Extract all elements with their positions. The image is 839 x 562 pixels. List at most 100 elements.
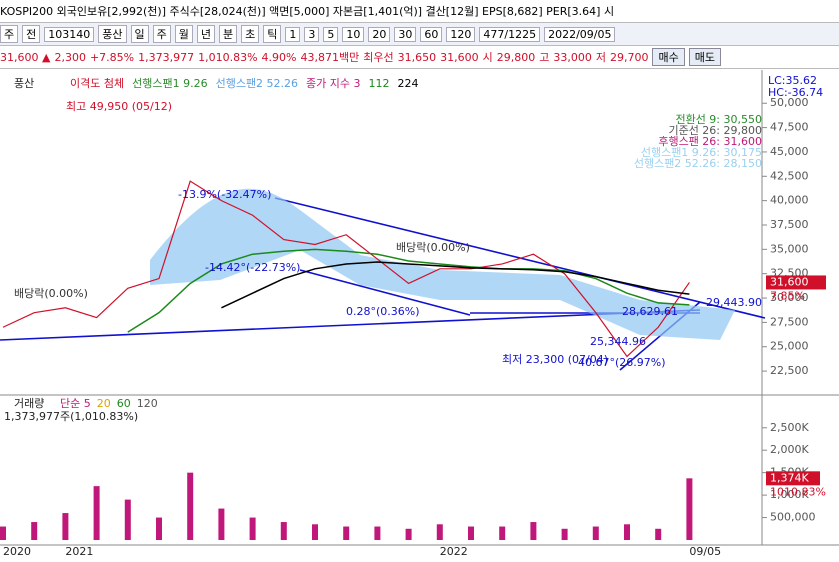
last-box	[766, 471, 820, 486]
indicator: 선행스팬2 52.26	[216, 77, 298, 90]
annotation: 40.67°(26.97%)	[578, 356, 666, 369]
q: 시	[482, 51, 493, 64]
pane-label: 풍산	[14, 77, 34, 90]
series-line	[127, 248, 690, 333]
ctl[interactable]: 년	[196, 25, 215, 43]
ichimoku-label: 선행스팬2 52.26: 28,150	[634, 157, 762, 170]
ctl[interactable]: 60	[420, 26, 443, 42]
volume-bar	[374, 526, 381, 540]
volume-bar	[561, 528, 568, 540]
ctl[interactable]: 전	[22, 25, 41, 43]
volume-bar	[499, 526, 506, 540]
ma-period: 20	[97, 397, 111, 410]
ctl[interactable]: 10	[342, 26, 365, 42]
ctl[interactable]: 3	[304, 26, 320, 42]
x-tick-label: 2022	[440, 545, 468, 558]
q: 1,010.83%	[198, 50, 258, 64]
ctl[interactable]: 30	[394, 26, 417, 42]
ctl[interactable]: 1	[285, 26, 301, 42]
annotation: 28,629.61	[622, 305, 678, 318]
y-tick-label: 30,000	[770, 291, 809, 304]
last-pct: 1010.83%	[770, 485, 826, 498]
volume-bar	[436, 524, 443, 540]
y-tick-label: 50,000	[770, 96, 809, 109]
y-tick-label: 25,000	[770, 340, 809, 353]
ctl[interactable]: 월	[174, 25, 193, 43]
ctl[interactable]: 2022/09/05	[544, 26, 616, 42]
volume-bar	[187, 472, 194, 540]
q: 33,000	[553, 50, 592, 64]
ctl[interactable]: 일	[130, 25, 149, 43]
q: 고	[539, 51, 550, 64]
ichimoku-label: 전환선 9: 30,550	[675, 113, 762, 126]
annotation: 최고 49,950 (05/12)	[66, 100, 172, 113]
ctl[interactable]: 주	[0, 25, 19, 43]
y-tick-label: 37,500	[770, 218, 809, 231]
q: 31,600 ▲	[0, 50, 51, 64]
q: 31,650	[397, 50, 437, 64]
quote-bar: 31,600 ▲ 2,300 +7.85% 1,373,977 1,010.83% 4.9…	[0, 46, 839, 69]
series-line	[221, 261, 690, 309]
annotation: -14.42°(-22.73%)	[205, 261, 300, 274]
ma-label: 단순 5	[60, 397, 91, 410]
y-tick-label: 45,000	[770, 145, 809, 158]
ctl[interactable]: 20	[368, 26, 391, 42]
q: 43,871백만	[300, 51, 360, 64]
volume-bar	[468, 526, 474, 540]
ctl[interactable]: 120	[446, 26, 476, 42]
volume-bar	[686, 478, 693, 540]
chart: 22,50025,00027,50030,00032,50035,00037,5…	[0, 70, 839, 562]
ichimoku-label: 기준선 26: 29,800	[668, 124, 762, 137]
ctl[interactable]: 분	[219, 25, 238, 43]
indicator: 이격도 첨체	[70, 77, 124, 90]
q: 2,300	[54, 50, 86, 64]
x-tick-label: 09/05	[689, 545, 721, 558]
volume-bar	[405, 528, 412, 540]
ctl[interactable]: 103140	[44, 26, 95, 42]
volume-bar	[312, 524, 318, 540]
legend: 112	[369, 77, 390, 90]
y-tick-label: 22,500	[770, 364, 809, 377]
q: 저	[595, 51, 606, 64]
annotation: 배당락(0.00%)	[14, 287, 88, 300]
ichimoku-label: 후행스팬 26: 31,600	[658, 135, 762, 148]
volume-bar	[249, 517, 256, 540]
y-tick-label: 500,000	[770, 511, 816, 524]
annotation: 29,443.90	[706, 296, 762, 309]
info: KOSPI200 외국인보유[2,992(천)] 주식수[28,024(천)] …	[0, 5, 615, 18]
y-tick-label: 42,500	[770, 169, 809, 182]
ctl[interactable]: 틱	[263, 25, 282, 43]
q: +7.85%	[89, 50, 135, 64]
legend: 224	[398, 77, 419, 90]
ctl[interactable]: 풍산	[98, 25, 127, 43]
pane-label: 거래량	[14, 397, 44, 410]
volume-bar	[31, 522, 38, 540]
q: 31,600	[440, 50, 479, 64]
btn[interactable]: 매도	[688, 48, 721, 66]
last-label: 31,600	[770, 275, 809, 288]
volume-bar	[218, 508, 225, 540]
volume-bar	[655, 528, 662, 540]
q: 29,700	[609, 50, 649, 64]
y-tick-label: 1,000K	[770, 488, 809, 501]
btn[interactable]: 매수	[652, 48, 685, 66]
annotation: 최저 23,300 (07/04)	[502, 353, 608, 366]
ma-period: 120	[137, 397, 158, 410]
indicator: 선행스팬1 9.26	[132, 77, 207, 90]
sub-label: 1,373,977주(1,010.83%)	[4, 410, 138, 423]
volume-bar	[343, 526, 350, 540]
corner: HC:-36.74	[768, 86, 823, 99]
ctl[interactable]: 477/1225	[479, 26, 541, 42]
x-tick-label: 2020	[3, 545, 31, 558]
ctl[interactable]: 초	[241, 25, 260, 43]
cloud	[150, 188, 735, 340]
y-tick-label: 27,500	[770, 315, 809, 328]
volume-bar	[530, 522, 537, 540]
corner: LC:35.62	[768, 74, 817, 87]
ctl[interactable]: 5	[323, 26, 339, 42]
indicator: 종가 지수 3	[306, 77, 360, 90]
ctl[interactable]: 주	[152, 25, 171, 43]
volume-bar	[592, 526, 599, 540]
x-tick-label: 2021	[65, 545, 93, 558]
